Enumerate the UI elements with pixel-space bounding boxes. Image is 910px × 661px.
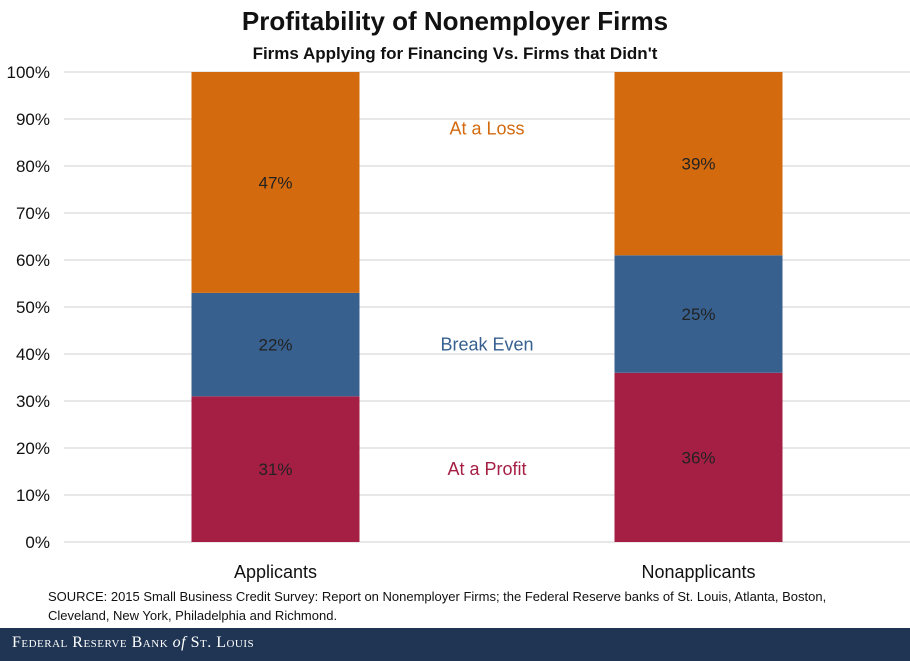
bar-segment bbox=[191, 396, 360, 542]
series-label: Break Even bbox=[440, 335, 533, 355]
x-category-label: Nonapplicants bbox=[641, 562, 755, 582]
bar-segment bbox=[191, 292, 360, 397]
footer-bar: Federal Reserve Bank of St. Louis bbox=[0, 628, 910, 661]
source-note: SOURCE: 2015 Small Business Credit Surve… bbox=[48, 589, 827, 623]
footer-brand: Federal Reserve Bank of St. Louis bbox=[12, 634, 254, 652]
y-tick-label: 70% bbox=[16, 204, 50, 223]
bar-segment bbox=[614, 372, 783, 542]
bar-segment bbox=[191, 72, 360, 293]
y-tick-label: 90% bbox=[16, 110, 50, 129]
y-tick-label: 20% bbox=[16, 439, 50, 458]
chart-subtitle: Firms Applying for Financing Vs. Firms t… bbox=[252, 44, 658, 63]
y-tick-label: 80% bbox=[16, 157, 50, 176]
y-tick-label: 30% bbox=[16, 392, 50, 411]
data-label: 39% bbox=[681, 155, 715, 174]
y-tick-label: 50% bbox=[16, 298, 50, 317]
data-label: 47% bbox=[258, 173, 292, 192]
stacked-bar-chart: 0% 10% 20% 30% 40% 50% 60% 70% 80% 90% 100% 31% 22% 4… bbox=[7, 63, 910, 582]
bar-segment bbox=[614, 255, 783, 373]
bar-segment bbox=[614, 72, 783, 256]
footer-brand-city: St. Louis bbox=[190, 634, 255, 651]
data-label: 31% bbox=[258, 460, 292, 479]
series-label: At a Profit bbox=[447, 459, 526, 479]
x-category-label: Applicants bbox=[234, 562, 317, 582]
y-tick-label: 10% bbox=[16, 486, 50, 505]
data-label: 36% bbox=[681, 448, 715, 467]
footer-brand-of: of bbox=[172, 634, 187, 651]
data-label: 22% bbox=[258, 336, 292, 355]
data-label: 25% bbox=[681, 305, 715, 324]
footer-brand-name: Federal Reserve Bank bbox=[12, 634, 169, 651]
series-label: At a Loss bbox=[449, 118, 524, 138]
y-tick-label: 0% bbox=[25, 533, 50, 552]
y-tick-label: 40% bbox=[16, 345, 50, 364]
y-tick-label: 60% bbox=[16, 251, 50, 270]
chart-title: Profitability of Nonemployer Firms bbox=[241, 6, 669, 36]
y-tick-label: 100% bbox=[7, 63, 50, 82]
